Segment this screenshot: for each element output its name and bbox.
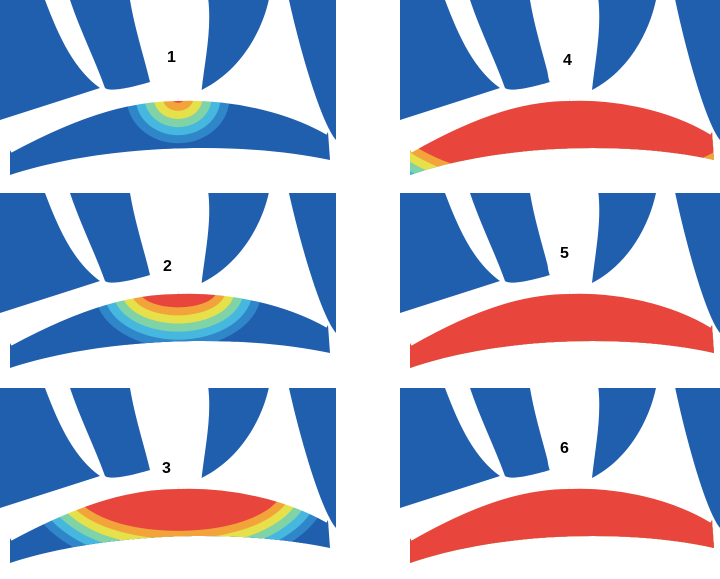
region-left bbox=[400, 388, 500, 508]
panel-label-1: 1 bbox=[167, 49, 176, 66]
panel-3-drawing bbox=[0, 388, 336, 563]
panel-2-drawing bbox=[0, 193, 336, 368]
panel-4-drawing bbox=[400, 0, 720, 175]
panel-label-3: 3 bbox=[162, 460, 171, 477]
region-left bbox=[0, 0, 100, 120]
panel-6-drawing bbox=[400, 388, 720, 563]
region-left bbox=[400, 0, 500, 120]
panel-label-5: 5 bbox=[560, 245, 569, 262]
region-left bbox=[0, 193, 100, 313]
panel-5: 5 bbox=[400, 193, 720, 378]
panel-label-2: 2 bbox=[163, 258, 172, 275]
panel-5-drawing bbox=[400, 193, 720, 368]
panel-1: 1 bbox=[0, 0, 336, 185]
panel-1-drawing bbox=[0, 0, 336, 175]
panel-label-4: 4 bbox=[563, 52, 572, 69]
panel-label-6: 6 bbox=[560, 440, 569, 457]
panel-3: 3 bbox=[0, 388, 336, 573]
region-left bbox=[0, 388, 100, 508]
panel-4: 4 bbox=[400, 0, 720, 185]
region-left bbox=[400, 193, 500, 313]
panel-2: 2 bbox=[0, 193, 336, 378]
panel-6: 6 bbox=[400, 388, 720, 573]
